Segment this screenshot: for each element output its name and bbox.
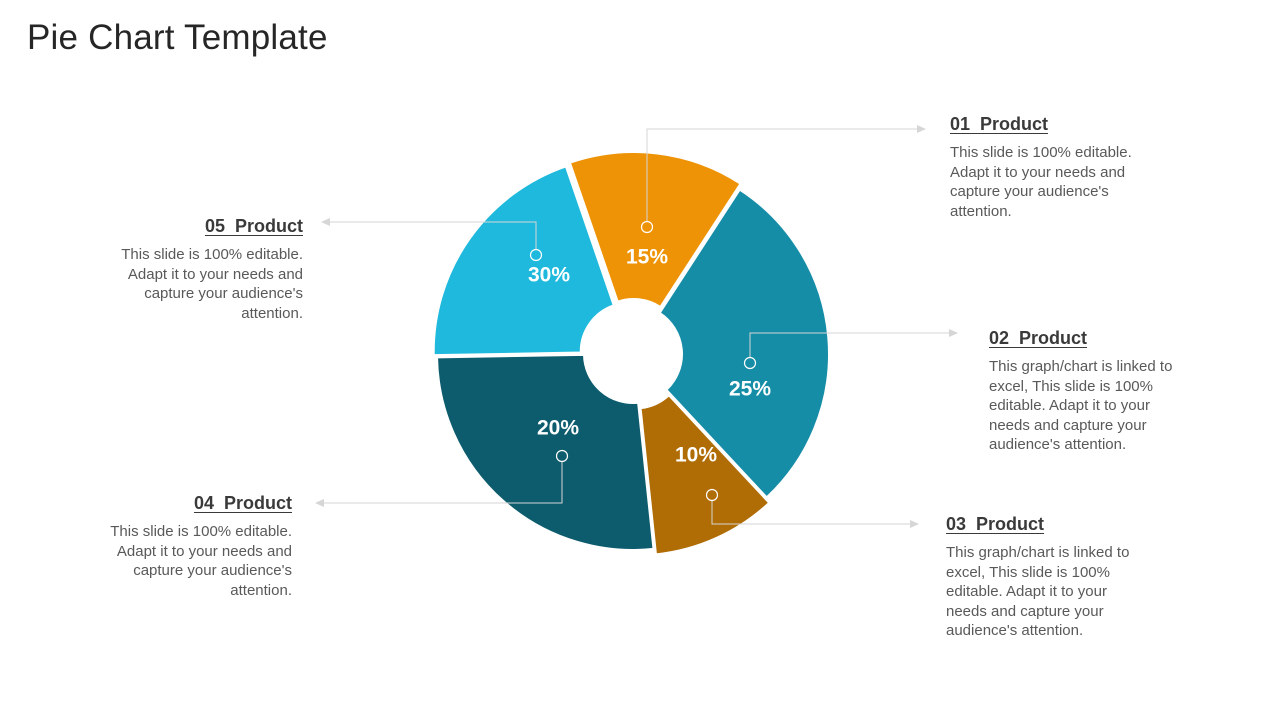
callout-body-04: This slide is 100% editable. Adapt it to… [110, 523, 292, 599]
callout-heading-03: 03 Product [946, 514, 1045, 534]
page-title: Pie Chart Template [27, 18, 328, 57]
pie-slices [432, 151, 830, 556]
slice-value-label-02: 25% [729, 378, 771, 401]
connector-line-05 [329, 221, 537, 250]
connector-dot-02 [743, 356, 757, 370]
callout-heading-05: 05 Product [204, 216, 303, 236]
callout-heading-01: 01 Product [950, 114, 1049, 134]
callout-connectors [315, 125, 958, 528]
connector-line-04 [323, 461, 563, 504]
connector-dot-04 [555, 449, 569, 463]
callout-product-04: 04 Product This slide is 100% editable. … [72, 493, 292, 600]
slice-value-label-03: 10% [675, 444, 717, 467]
callout-body-03: This graph/chart is linked to excel, Thi… [946, 544, 1130, 639]
callout-product-02: 02 Product This graph/chart is linked to… [989, 328, 1189, 455]
connector-line-03 [711, 500, 911, 525]
connector-dot-03 [705, 488, 719, 502]
callout-body-02: This graph/chart is linked to excel, Thi… [989, 358, 1173, 453]
slice-value-label-04: 20% [537, 417, 579, 440]
slice-labels: 15% 25% 10% 20% 30% [528, 246, 771, 467]
pie-slice-01 [568, 151, 742, 309]
callout-heading-04: 04 Product [193, 493, 292, 513]
connector-line-02 [749, 332, 950, 358]
callout-body-05: This slide is 100% editable. Adapt it to… [121, 246, 303, 322]
connector-arrow-01 [917, 125, 926, 133]
connector-dot-01 [640, 220, 654, 234]
callout-product-05: 05 Product This slide is 100% editable. … [83, 216, 303, 323]
connector-dot-05 [529, 248, 543, 262]
callout-heading-02: 02 Product [989, 328, 1088, 348]
connector-arrow-04 [315, 499, 324, 507]
connector-arrow-03 [910, 520, 919, 528]
pie-slice-04 [436, 353, 655, 551]
callout-product-03: 03 Product This graph/chart is linked to… [946, 514, 1146, 641]
pie-slice-02 [658, 188, 830, 499]
slice-value-label-01: 15% [626, 246, 668, 269]
slice-value-label-05: 30% [528, 264, 570, 287]
pie-slice-03 [639, 393, 771, 556]
pie-slice-05 [432, 165, 616, 357]
connector-arrow-02 [949, 329, 958, 337]
callout-body-01: This slide is 100% editable. Adapt it to… [950, 144, 1132, 220]
callout-product-01: 01 Product This slide is 100% editable. … [950, 114, 1150, 221]
connector-arrow-05 [321, 218, 330, 226]
connector-line-01 [646, 128, 918, 222]
